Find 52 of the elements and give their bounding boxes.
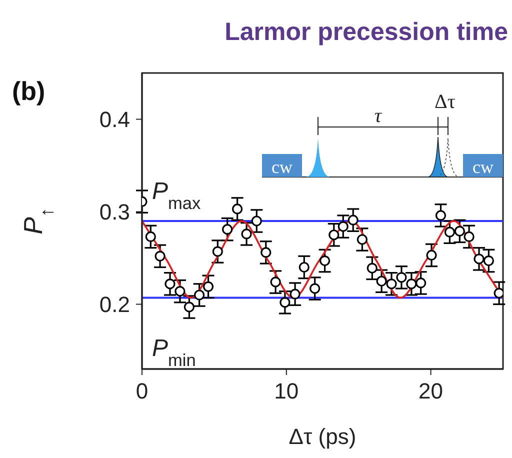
x-tick-label: 10 (274, 378, 299, 404)
point (251, 216, 262, 226)
point (483, 255, 494, 266)
point (184, 302, 195, 312)
point (154, 250, 166, 262)
point (494, 288, 503, 298)
x-tick-label: 0 (136, 378, 148, 404)
point (280, 297, 290, 308)
point (348, 214, 358, 226)
y-tick-label: 0.2 (99, 292, 130, 318)
ref-line-label: P$_{min}$ (152, 334, 196, 370)
annotation: cw (272, 157, 292, 177)
point (386, 278, 397, 290)
point (194, 290, 205, 300)
point (426, 250, 437, 261)
point (298, 262, 310, 273)
y-tick-label: 0.4 (99, 107, 130, 132)
point (416, 278, 426, 288)
point (444, 226, 456, 238)
point (145, 231, 156, 242)
chart-title: Larmor precession time (224, 18, 508, 46)
point (241, 228, 252, 240)
annotation: cw (472, 157, 494, 177)
point (164, 278, 176, 290)
point (232, 204, 243, 214)
point (328, 230, 340, 240)
text: (b) (12, 76, 46, 106)
point (366, 262, 378, 274)
point (174, 286, 186, 297)
point (396, 272, 407, 283)
point (320, 255, 330, 266)
point (222, 224, 233, 235)
point (270, 276, 281, 288)
point (310, 283, 320, 294)
ref-line-label: P$_{max}$ (152, 178, 201, 213)
x-axis-title: Δτ (ps) (288, 424, 356, 449)
point (376, 276, 387, 286)
point (202, 281, 214, 292)
point (356, 234, 368, 245)
point (435, 210, 446, 221)
point (212, 246, 223, 257)
point (260, 247, 272, 258)
point (338, 221, 348, 232)
y-tick-label: 0.3 (99, 200, 130, 225)
annotation: Δτ (434, 91, 456, 113)
point (406, 278, 417, 290)
point (290, 288, 300, 300)
point (474, 254, 484, 264)
annotation: τ (374, 105, 382, 127)
point (464, 231, 474, 242)
point (454, 226, 465, 236)
x-tick-label: 20 (418, 378, 444, 404)
